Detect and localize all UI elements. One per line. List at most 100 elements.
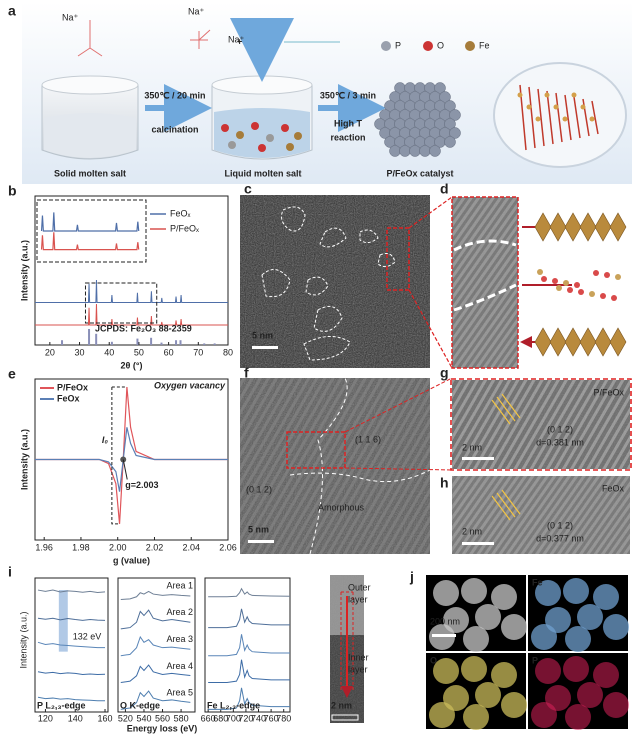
map-blob [565, 704, 591, 730]
particle [389, 145, 401, 157]
spectrum [37, 696, 106, 702]
map-blob [433, 580, 459, 606]
legend-label: FeOx [57, 393, 80, 403]
scale-bar [462, 457, 494, 460]
melt-atom [228, 141, 236, 149]
atom [589, 116, 595, 122]
octahedron [609, 327, 627, 357]
octahedron [534, 327, 552, 357]
annotation: g=2.003 [125, 480, 158, 490]
x-tick-label: 2.00 [109, 542, 127, 552]
legend-label: FeOₓ [170, 208, 191, 218]
map-blob [577, 604, 603, 630]
octahedron [609, 212, 627, 242]
particle [444, 136, 456, 148]
map-blob [433, 658, 459, 684]
melt-atom [286, 143, 294, 151]
phase-boundary [289, 377, 431, 555]
scale-label: 5 nm [252, 330, 273, 340]
area-label: Area 5 [166, 688, 193, 698]
tem-texture [240, 195, 430, 368]
x-tick-label: 580 [174, 713, 189, 723]
spectrum [37, 641, 106, 649]
atom [553, 104, 559, 110]
particle [444, 118, 456, 130]
atom [567, 287, 573, 293]
inset-line [40, 232, 140, 251]
panel-label: j [409, 569, 414, 585]
panel-label: h [440, 475, 449, 491]
x-tick-label: 1.98 [72, 542, 90, 552]
melt-particles [221, 122, 302, 152]
atom [611, 295, 617, 301]
legend-swatch [465, 41, 475, 51]
melt-atom [281, 124, 289, 132]
step-condition: 350℃ / 20 min [144, 90, 205, 100]
x-tick-label: 1.96 [35, 542, 53, 552]
atom [571, 92, 577, 98]
map-blob [535, 658, 561, 684]
scan-box [340, 591, 354, 690]
x-tick-label: 540 [136, 713, 151, 723]
legend-swatch [423, 41, 433, 51]
element-label: O [430, 655, 437, 665]
element-label: P [532, 655, 538, 665]
spacing-marks [491, 393, 521, 521]
atom [526, 104, 532, 110]
highlight-band [58, 590, 68, 652]
ion-label: Na⁺ [62, 12, 79, 22]
particle [449, 109, 461, 121]
edge-label: P L₂,₃-edge [37, 700, 86, 710]
map-blob [461, 656, 487, 682]
spectrum [120, 690, 191, 710]
x-tick-label: 160 [98, 713, 113, 723]
atom [593, 270, 599, 276]
octahedron [564, 327, 582, 357]
plus: + [237, 36, 242, 46]
map-blob [593, 584, 619, 610]
hrtem-texture [452, 476, 630, 554]
x-axis-label: 2θ (°) [121, 360, 143, 370]
plot-frame [34, 195, 229, 346]
melt-atom [251, 122, 259, 130]
map-blob [577, 682, 603, 708]
bond [546, 90, 554, 145]
reference-label: JCPDS: Fe₂O₃ 88-2359 [95, 323, 192, 333]
y-axis-label: Intensity (a.u.) [18, 611, 28, 668]
map-blob [603, 692, 629, 718]
y-axis-label: Intensity (a.u.) [19, 240, 29, 301]
panel-label: b [8, 183, 17, 199]
layer-label: layer [348, 664, 368, 674]
hrtem-texture [452, 197, 518, 368]
atom [615, 274, 621, 280]
melt-atom [266, 134, 274, 142]
layer-label: layer [348, 594, 368, 604]
spectrum [208, 687, 290, 710]
x-tick-label: 2.04 [182, 542, 200, 552]
scale-bar [432, 634, 456, 637]
map-blob [475, 682, 501, 708]
panel-label: d [440, 181, 449, 197]
spectrum [208, 587, 291, 598]
octahedron [579, 327, 597, 357]
melt-atom [236, 131, 244, 139]
spacing-label: d=0.377 nm [536, 533, 584, 543]
element-label: Fe [532, 577, 543, 587]
map-blob [535, 580, 561, 606]
map-blob [463, 704, 489, 730]
particle [439, 91, 451, 103]
map-blob [593, 662, 619, 688]
panel-label: g [440, 365, 449, 381]
map-blob [475, 604, 501, 630]
panel-label: c [244, 181, 252, 197]
series-line [35, 303, 228, 326]
g-pointer [122, 459, 128, 480]
spectrum [120, 664, 191, 684]
frame [451, 196, 519, 369]
panel-label: i [8, 564, 12, 580]
series-line [35, 279, 228, 303]
legend-label: Fe [479, 40, 490, 50]
step-condition: calcination [151, 124, 198, 134]
panel-label: f [244, 365, 249, 381]
amorphous-outlines [261, 206, 396, 361]
